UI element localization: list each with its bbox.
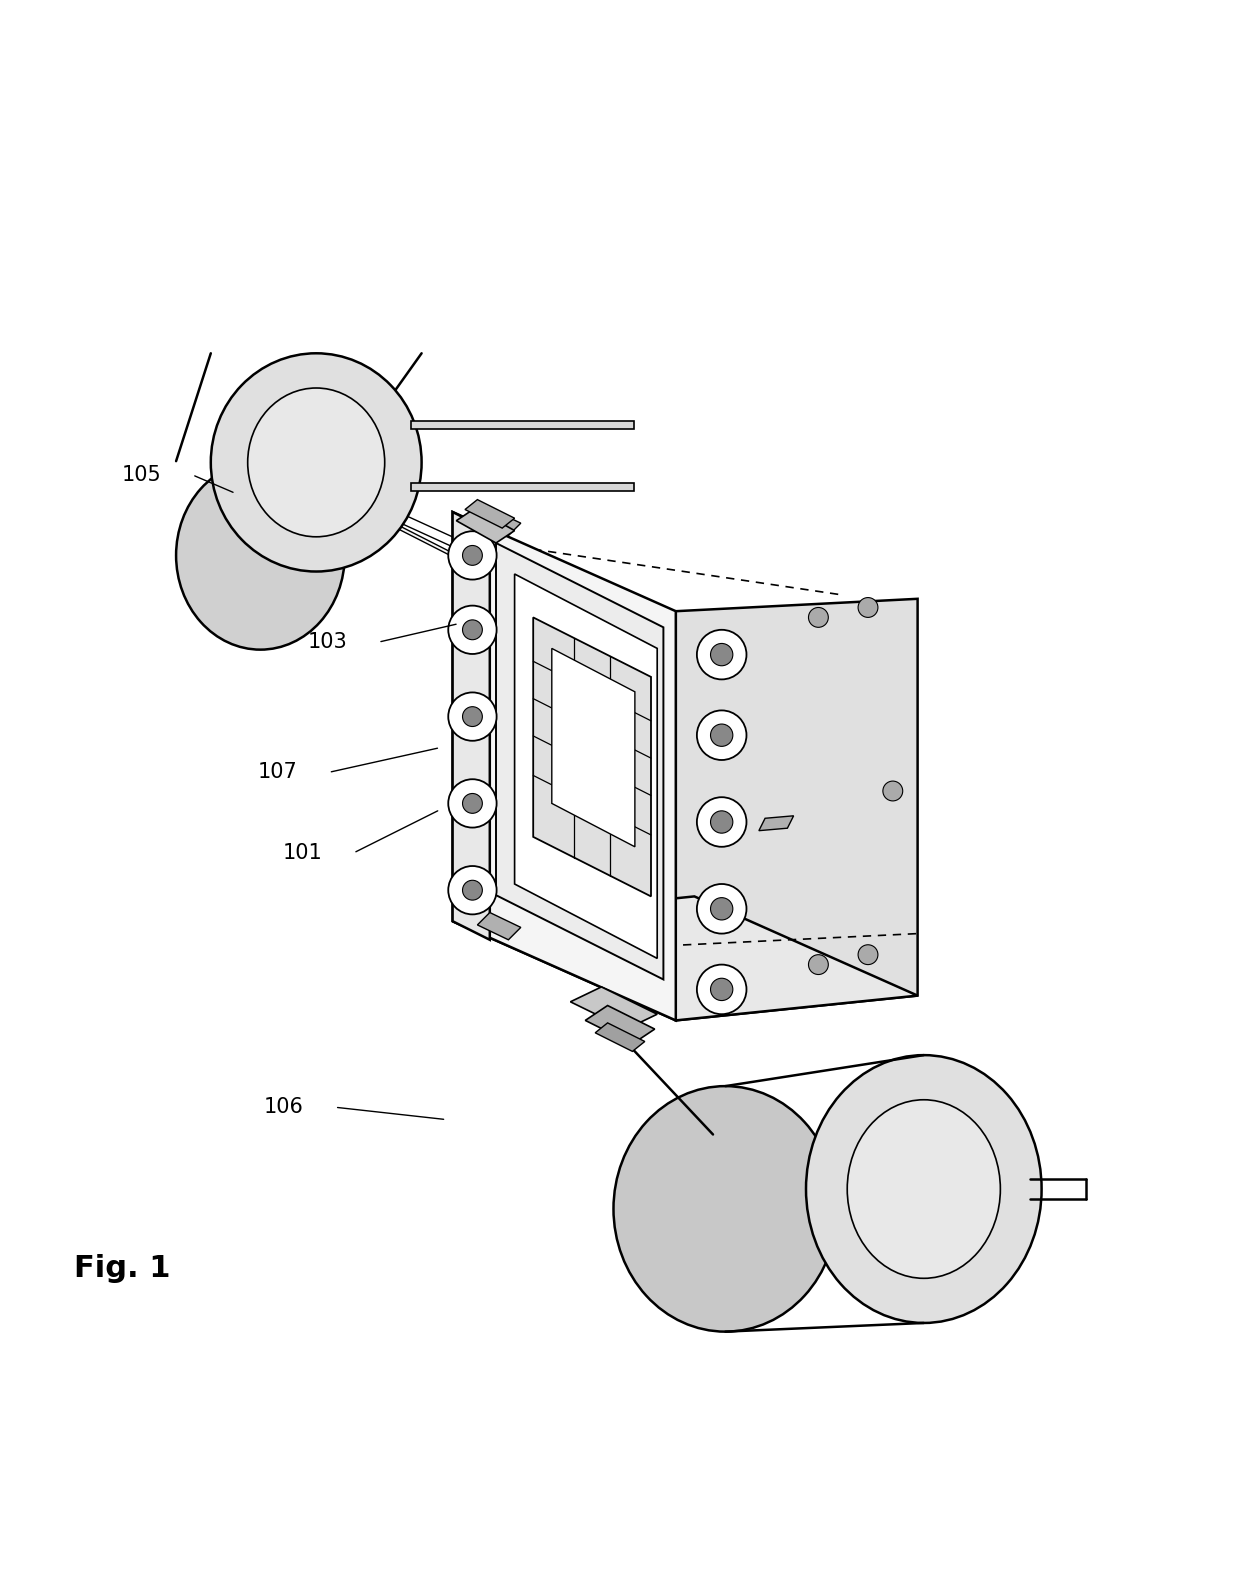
Ellipse shape: [847, 1099, 1001, 1278]
Text: 107: 107: [258, 763, 298, 783]
Circle shape: [449, 693, 496, 740]
Circle shape: [711, 978, 733, 1000]
Circle shape: [711, 897, 733, 921]
Polygon shape: [585, 1006, 655, 1044]
Polygon shape: [676, 600, 918, 1020]
Circle shape: [697, 710, 746, 759]
Polygon shape: [384, 519, 450, 555]
Ellipse shape: [806, 1055, 1042, 1323]
Polygon shape: [465, 500, 515, 528]
Text: Fig. 1: Fig. 1: [74, 1255, 171, 1283]
Text: 101: 101: [283, 843, 322, 864]
Circle shape: [463, 546, 482, 565]
Polygon shape: [533, 617, 651, 897]
Circle shape: [449, 780, 496, 827]
Polygon shape: [477, 913, 521, 940]
Circle shape: [449, 532, 496, 579]
Circle shape: [711, 812, 733, 834]
Polygon shape: [453, 513, 490, 940]
Circle shape: [463, 880, 482, 900]
Circle shape: [697, 884, 746, 933]
Polygon shape: [552, 649, 635, 846]
Ellipse shape: [176, 462, 345, 650]
Ellipse shape: [614, 1087, 837, 1332]
Circle shape: [463, 620, 482, 639]
Circle shape: [711, 725, 733, 747]
Polygon shape: [412, 421, 635, 429]
Circle shape: [463, 794, 482, 813]
Text: 106: 106: [264, 1098, 304, 1117]
Text: 103: 103: [308, 633, 347, 652]
Circle shape: [858, 944, 878, 965]
Circle shape: [697, 965, 746, 1014]
Polygon shape: [384, 506, 455, 547]
Ellipse shape: [211, 353, 422, 571]
Polygon shape: [595, 1024, 645, 1052]
Ellipse shape: [248, 388, 384, 536]
Polygon shape: [412, 484, 635, 490]
Polygon shape: [515, 574, 657, 959]
Polygon shape: [477, 508, 521, 536]
Text: 105: 105: [122, 465, 161, 484]
Circle shape: [858, 598, 878, 617]
Circle shape: [697, 797, 746, 846]
Circle shape: [463, 707, 482, 726]
Circle shape: [808, 607, 828, 628]
Polygon shape: [456, 508, 515, 543]
Polygon shape: [759, 816, 794, 831]
Polygon shape: [570, 987, 657, 1028]
Polygon shape: [496, 543, 663, 979]
Circle shape: [883, 782, 903, 800]
Circle shape: [711, 644, 733, 666]
Polygon shape: [453, 897, 918, 1020]
Circle shape: [449, 865, 496, 914]
Circle shape: [697, 630, 746, 679]
Circle shape: [449, 606, 496, 653]
Circle shape: [808, 954, 828, 975]
Polygon shape: [453, 513, 676, 1020]
